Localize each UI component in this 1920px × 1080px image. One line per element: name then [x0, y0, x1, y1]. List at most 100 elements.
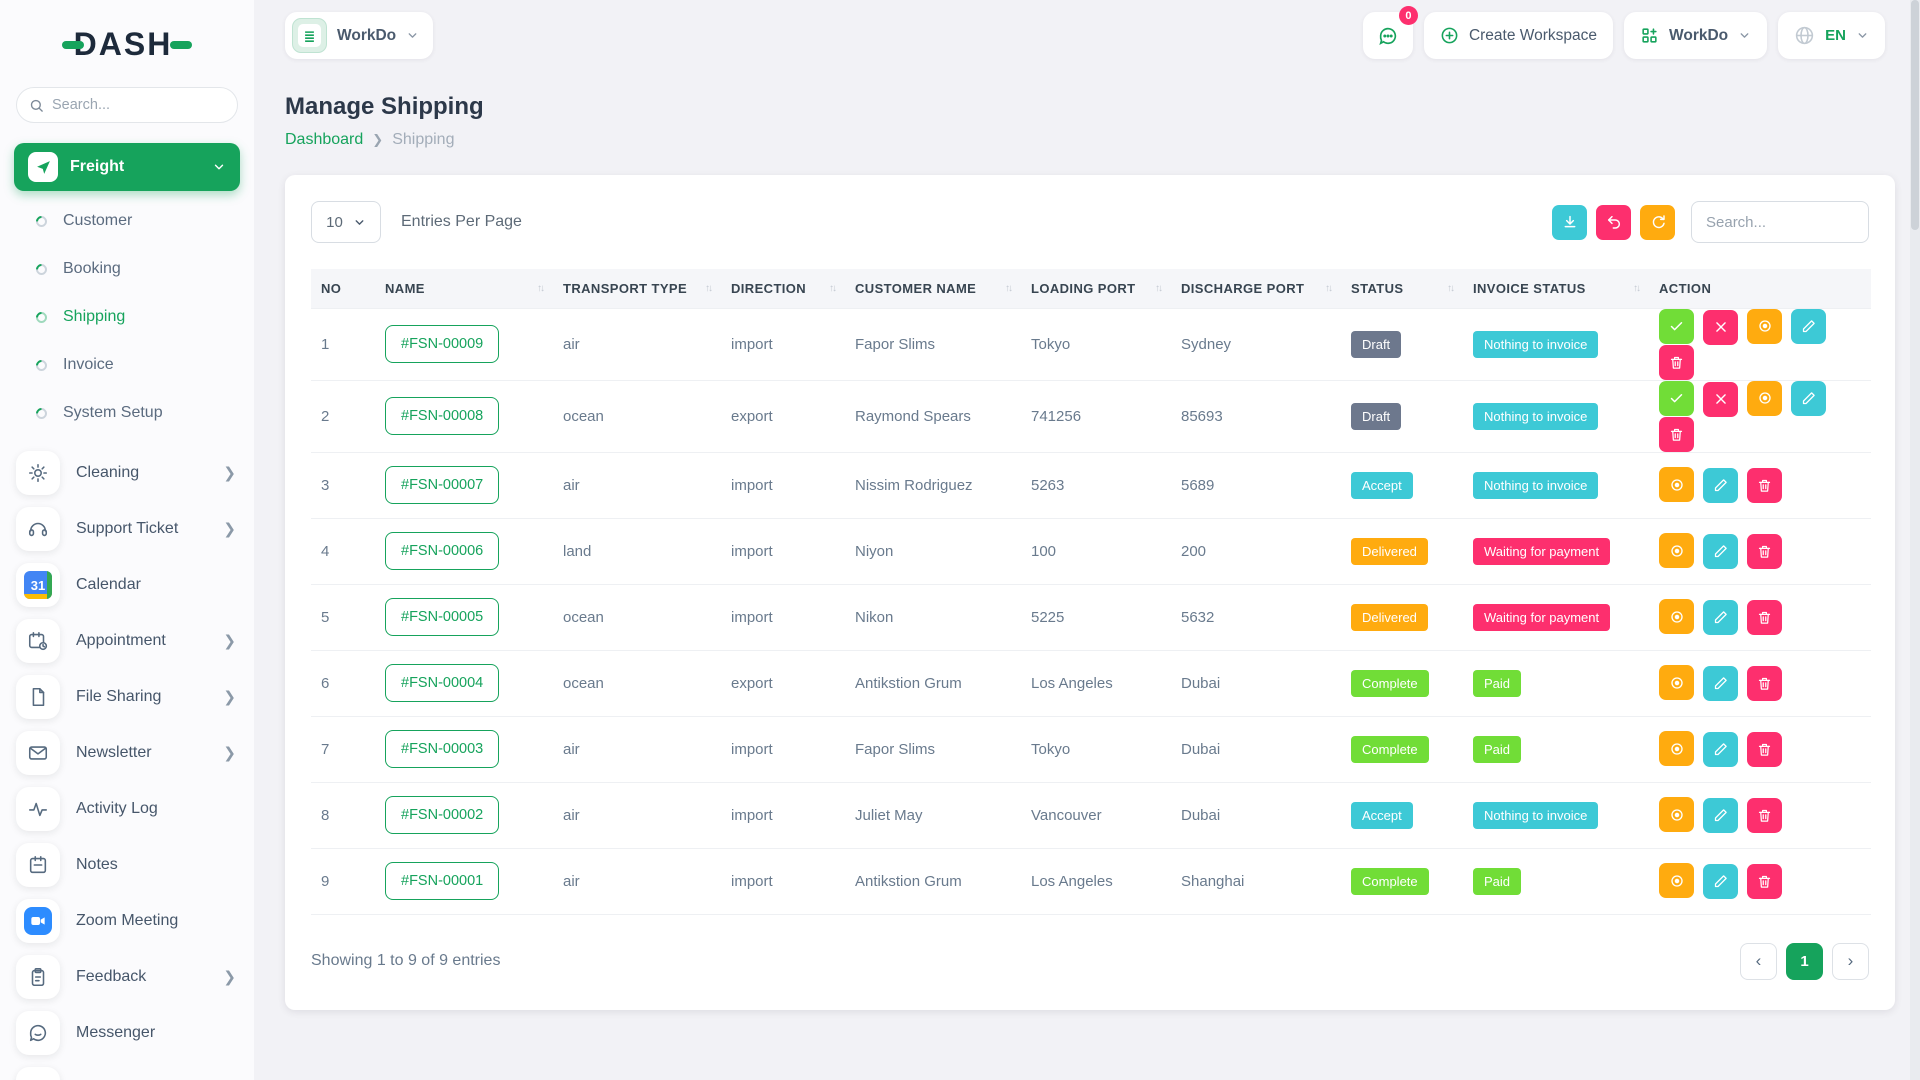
eye-icon — [1669, 807, 1685, 823]
sort-icon[interactable]: ↑↓ — [1155, 283, 1161, 294]
column-header-direction[interactable]: DIRECTION↑↓ — [721, 269, 845, 308]
table-search-input[interactable] — [1691, 201, 1869, 243]
workdo-menu[interactable]: WorkDo — [1624, 12, 1767, 59]
view-button[interactable] — [1659, 797, 1694, 832]
edit-button[interactable] — [1703, 798, 1738, 833]
sort-icon[interactable]: ↑↓ — [1325, 283, 1331, 294]
sidebar-item-calendar[interactable]: 31 Calendar — [0, 557, 254, 613]
sort-icon[interactable]: ↑↓ — [705, 283, 711, 294]
column-header-name[interactable]: NAME↑↓ — [375, 269, 553, 308]
create-workspace-button[interactable]: Create Workspace — [1424, 12, 1613, 59]
sidebar-item-cleaning[interactable]: Cleaning❯ — [0, 445, 254, 501]
sidebar-item-appointment[interactable]: Appointment❯ — [0, 613, 254, 669]
view-button[interactable] — [1659, 533, 1694, 568]
delete-button[interactable] — [1747, 798, 1782, 833]
reject-button[interactable] — [1703, 382, 1738, 417]
column-header-invoice-status[interactable]: INVOICE STATUS↑↓ — [1463, 269, 1649, 308]
scrollbar-thumb[interactable] — [1911, 0, 1919, 230]
export-button[interactable] — [1552, 205, 1587, 240]
edit-button[interactable] — [1703, 666, 1738, 701]
entries-per-page-select[interactable]: 10 — [311, 201, 381, 243]
reject-button[interactable] — [1703, 310, 1738, 345]
view-button[interactable] — [1659, 467, 1694, 502]
approve-button[interactable] — [1659, 381, 1694, 416]
sidebar-item-file-sharing[interactable]: File Sharing❯ — [0, 669, 254, 725]
sidebar-subitem-booking[interactable]: Booking — [0, 245, 254, 293]
sort-icon[interactable]: ↑↓ — [537, 283, 543, 294]
delete-button[interactable] — [1747, 600, 1782, 635]
view-button[interactable] — [1659, 665, 1694, 700]
shipment-name-button[interactable]: #FSN-00006 — [385, 532, 499, 570]
sidebar-subitem-invoice[interactable]: Invoice — [0, 341, 254, 389]
delete-button[interactable] — [1659, 345, 1694, 380]
sidebar-group-freight[interactable]: Freight — [14, 143, 240, 191]
sidebar-item-partial[interactable] — [0, 1061, 254, 1080]
edit-button[interactable] — [1703, 534, 1738, 569]
view-button[interactable] — [1659, 731, 1694, 766]
scrollbar[interactable] — [1910, 0, 1920, 1080]
view-button[interactable] — [1659, 599, 1694, 634]
sidebar-search-input[interactable] — [52, 97, 225, 113]
column-header-status[interactable]: STATUS↑↓ — [1341, 269, 1463, 308]
edit-button[interactable] — [1791, 381, 1826, 416]
edit-button[interactable] — [1703, 732, 1738, 767]
column-header-customer-name[interactable]: CUSTOMER NAME↑↓ — [845, 269, 1021, 308]
delete-button[interactable] — [1747, 468, 1782, 503]
workspace-switcher[interactable]: ≣ WorkDo — [285, 12, 433, 59]
shipment-name-button[interactable]: #FSN-00007 — [385, 466, 499, 504]
sidebar-item-messenger[interactable]: Messenger — [0, 1005, 254, 1061]
invoice-status-badge: Nothing to invoice — [1473, 403, 1598, 430]
language-menu[interactable]: EN — [1778, 12, 1885, 59]
pagination-page-1-button[interactable]: 1 — [1786, 943, 1823, 980]
sidebar-subitem-customer[interactable]: Customer — [0, 197, 254, 245]
eye-icon — [1757, 318, 1773, 334]
sort-icon[interactable]: ↑↓ — [1447, 283, 1453, 294]
shipment-name-button[interactable]: #FSN-00002 — [385, 796, 499, 834]
sort-icon[interactable]: ↑↓ — [1633, 283, 1639, 294]
view-button[interactable] — [1659, 863, 1694, 898]
messages-button[interactable]: 0 — [1363, 12, 1413, 59]
shipment-name-button[interactable]: #FSN-00009 — [385, 325, 499, 363]
approve-button[interactable] — [1659, 309, 1694, 344]
shipment-name-button[interactable]: #FSN-00001 — [385, 862, 499, 900]
delete-button[interactable] — [1747, 732, 1782, 767]
pagination-prev-button[interactable]: ‹ — [1740, 943, 1777, 980]
delete-button[interactable] — [1747, 534, 1782, 569]
edit-button[interactable] — [1791, 309, 1826, 344]
shipment-name-button[interactable]: #FSN-00008 — [385, 397, 499, 435]
eye-icon — [1669, 609, 1685, 625]
delete-button[interactable] — [1747, 666, 1782, 701]
shipment-name-button[interactable]: #FSN-00003 — [385, 730, 499, 768]
chevron-right-icon: ❯ — [223, 968, 236, 986]
edit-button[interactable] — [1703, 864, 1738, 899]
view-button[interactable] — [1747, 309, 1782, 344]
breadcrumb-dashboard-link[interactable]: Dashboard — [285, 131, 363, 149]
edit-button[interactable] — [1703, 468, 1738, 503]
column-header-loading-port[interactable]: LOADING PORT↑↓ — [1021, 269, 1171, 308]
delete-button[interactable] — [1747, 864, 1782, 899]
pagination-next-button[interactable]: › — [1832, 943, 1869, 980]
sidebar-item-notes[interactable]: Notes — [0, 837, 254, 893]
sidebar-item-newsletter[interactable]: Newsletter❯ — [0, 725, 254, 781]
sidebar-subitem-system-setup[interactable]: System Setup — [0, 389, 254, 437]
column-header-transport-type[interactable]: TRANSPORT TYPE↑↓ — [553, 269, 721, 308]
sort-icon[interactable]: ↑↓ — [829, 283, 835, 294]
sort-icon[interactable]: ↑↓ — [1005, 283, 1011, 294]
back-button[interactable] — [1596, 205, 1631, 240]
shipment-name-button[interactable]: #FSN-00005 — [385, 598, 499, 636]
sidebar-search[interactable] — [16, 87, 238, 123]
refresh-button[interactable] — [1640, 205, 1675, 240]
view-button[interactable] — [1747, 381, 1782, 416]
sidebar-item-support-ticket[interactable]: Support Ticket❯ — [0, 501, 254, 557]
cell-direction: import — [721, 518, 845, 584]
delete-button[interactable] — [1659, 417, 1694, 452]
cell-transport-type: air — [553, 716, 721, 782]
table-row: 6#FSN-00004oceanexportAntikstion GrumLos… — [311, 650, 1871, 716]
sidebar-item-activity-log[interactable]: Activity Log — [0, 781, 254, 837]
sidebar-item-feedback[interactable]: Feedback❯ — [0, 949, 254, 1005]
shipment-name-button[interactable]: #FSN-00004 — [385, 664, 499, 702]
sidebar-item-zoom-meeting[interactable]: Zoom Meeting — [0, 893, 254, 949]
edit-button[interactable] — [1703, 600, 1738, 635]
sidebar-subitem-shipping[interactable]: Shipping — [0, 293, 254, 341]
column-header-discharge-port[interactable]: DISCHARGE PORT↑↓ — [1171, 269, 1341, 308]
